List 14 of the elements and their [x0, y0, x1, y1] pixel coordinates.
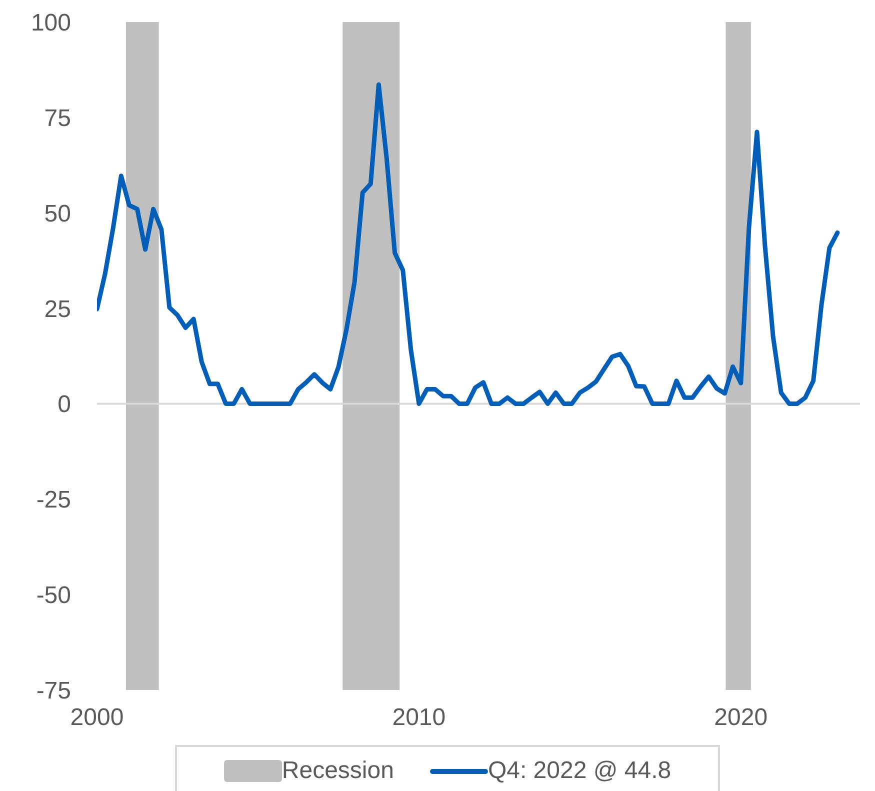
- line-series: [97, 82, 840, 406]
- y-tick-label: 100: [30, 10, 71, 37]
- y-tick-label: -75: [36, 678, 71, 705]
- y-tick-label: -50: [36, 582, 71, 610]
- y-tick-label: 25: [44, 296, 71, 323]
- legend-label: Q4: 2022 @ 44.8: [488, 757, 672, 785]
- x-tick-label: 2000: [70, 704, 124, 732]
- y-tick-label: -25: [36, 486, 71, 514]
- x-tick-label: 2020: [714, 704, 768, 732]
- y-tick-label: 50: [44, 200, 71, 228]
- legend-label: Recession: [282, 757, 394, 785]
- x-tick-label: 2010: [392, 704, 446, 732]
- y-tick-label: 75: [44, 104, 71, 132]
- y-tick-label: 0: [58, 391, 71, 418]
